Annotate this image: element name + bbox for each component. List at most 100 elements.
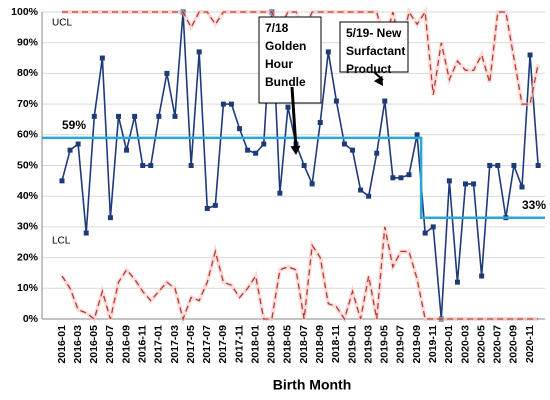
data-point: [124, 147, 130, 153]
data-point: [67, 147, 73, 153]
x-tick-label: 2018-01: [249, 325, 261, 364]
y-tick-label: 100%: [11, 6, 39, 18]
x-tick-label: 2018-05: [282, 325, 294, 364]
data-point: [164, 70, 170, 76]
x-tick-label: 2019-01: [346, 325, 358, 364]
limit-label: UCL: [52, 18, 72, 29]
data-point: [132, 113, 138, 119]
limit-line: [61, 226, 539, 322]
data-point: [99, 55, 105, 61]
data-point: [277, 190, 283, 196]
data-point: [382, 98, 388, 104]
data-point: [406, 172, 412, 178]
x-tick-label: 2020-03: [459, 325, 471, 364]
y-tick-label: 20%: [17, 251, 39, 263]
y-tick-label: 90%: [17, 36, 39, 48]
data-point: [511, 163, 517, 168]
annotation-text: 7/18: [265, 21, 289, 35]
x-tick-label: 2019-05: [379, 325, 391, 364]
y-tick-label: 50%: [17, 159, 39, 171]
x-tick-label: 2019-09: [411, 325, 423, 364]
data-point: [83, 230, 89, 236]
data-point: [196, 49, 202, 55]
data-point: [519, 184, 525, 190]
data-point: [115, 113, 121, 119]
data-point: [253, 150, 259, 156]
x-tick-label: 2020-07: [492, 325, 504, 364]
x-tick-label: 2020-05: [475, 325, 487, 364]
data-point: [220, 101, 226, 107]
data-point: [535, 163, 541, 168]
data-point: [495, 163, 501, 168]
x-tick-label: 2016-09: [120, 325, 132, 364]
x-tick-label: 2018-07: [298, 325, 310, 364]
data-point: [333, 98, 339, 104]
data-point: [172, 113, 178, 119]
data-point: [301, 163, 307, 168]
data-point: [398, 175, 404, 181]
center-label: 59%: [62, 118, 86, 132]
y-tick-label: 70%: [17, 98, 39, 110]
x-tick-label: 2016-03: [72, 325, 84, 364]
arrow-head: [290, 145, 301, 155]
limit-label: LCL: [52, 236, 71, 247]
data-point: [188, 163, 194, 168]
annotation-box: [339, 21, 409, 73]
x-tick-label: 2020-11: [524, 325, 536, 363]
data-point: [471, 181, 477, 187]
y-tick-label: 80%: [17, 67, 39, 79]
data-point: [245, 147, 251, 153]
data-point: [91, 113, 97, 119]
y-tick-label: 40%: [17, 190, 39, 202]
data-point: [350, 147, 356, 153]
x-tick-label: 2020-01: [443, 325, 455, 364]
data-point: [285, 104, 291, 110]
data-point: [107, 215, 113, 221]
data-point: [237, 126, 243, 132]
x-tick-label: 2017-03: [169, 325, 181, 364]
annotation-text: Golden: [265, 39, 306, 53]
data-point: [317, 120, 323, 126]
data-point: [156, 113, 162, 119]
annotation-text: Product: [346, 62, 391, 76]
y-tick-label: 10%: [17, 282, 39, 294]
data-point: [527, 52, 533, 58]
data-point: [422, 230, 428, 236]
annotation-text: Bundle: [265, 75, 306, 89]
center-label: 33%: [522, 198, 546, 212]
data-point: [390, 175, 396, 181]
y-tick-label: 0%: [23, 313, 39, 325]
y-tick-label: 30%: [17, 221, 39, 233]
x-tick-label: 2018-09: [314, 325, 326, 364]
annotation-text: Hour: [265, 57, 293, 71]
data-point: [463, 181, 468, 187]
data-point: [414, 132, 420, 138]
data-point: [75, 141, 81, 147]
data-line: [61, 11, 539, 320]
data-point: [430, 224, 436, 230]
data-point: [204, 205, 210, 211]
x-tick-label: 2016-07: [104, 325, 116, 364]
data-point: [212, 202, 218, 208]
data-point: [59, 178, 65, 184]
data-point: [446, 178, 452, 184]
x-tick-label: 2019-07: [395, 325, 407, 364]
x-tick-label: 2017-09: [217, 325, 229, 364]
x-tick-label: 2016-11: [136, 325, 148, 363]
x-tick-label: 2016-01: [56, 325, 68, 364]
data-point: [309, 181, 315, 187]
x-tick-label: 2017-05: [185, 325, 197, 364]
data-point: [366, 193, 372, 199]
annotation-text: Surfactant: [346, 44, 405, 58]
x-tick-label: 2017-01: [153, 325, 165, 364]
center-line: [42, 136, 545, 219]
x-tick-label: 2017-11: [233, 325, 245, 363]
data-point: [374, 150, 380, 156]
x-tick-label: 2018-03: [266, 325, 278, 364]
arrow-head: [373, 75, 383, 86]
annotation-arrow: [290, 86, 298, 150]
x-tick-label: 2019-11: [427, 325, 439, 363]
x-tick-label: 2018-11: [330, 325, 342, 363]
data-point: [479, 273, 485, 279]
